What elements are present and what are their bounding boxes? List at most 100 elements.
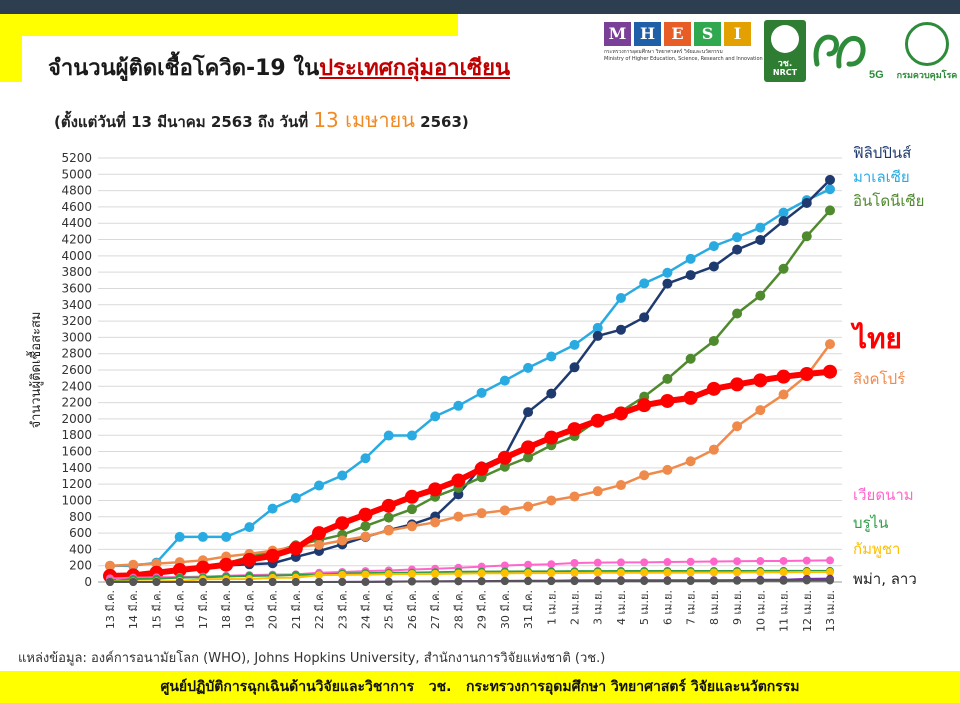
data-point [685, 456, 696, 467]
data-point [406, 504, 417, 515]
data-point [708, 444, 719, 455]
data-point [593, 577, 602, 586]
x-tick-label: 12 เม.ย. [801, 590, 814, 632]
data-point [268, 578, 277, 586]
data-point [128, 559, 139, 570]
data-point [640, 568, 649, 577]
data-point [826, 568, 834, 577]
x-tick-label: 1 เม.ย. [545, 590, 558, 625]
data-point [799, 366, 814, 381]
data-point [663, 568, 672, 577]
data-point [755, 290, 766, 301]
y-tick-label: 200 [69, 559, 92, 573]
data-point [590, 413, 605, 428]
data-point [801, 198, 812, 209]
data-point [823, 364, 837, 379]
data-point [454, 569, 463, 578]
data-point [686, 577, 695, 586]
data-point [616, 577, 625, 586]
data-point [569, 339, 580, 350]
ddc-logo: กรมควบคุมโรค [896, 22, 958, 82]
nrct-emblem-icon [771, 25, 799, 53]
y-tick-label: 5200 [61, 151, 92, 165]
data-point [384, 577, 393, 586]
x-tick-label: 21 มี.ค. [290, 590, 303, 629]
data-point [197, 531, 208, 542]
data-point [826, 556, 834, 565]
x-tick-label: 8 เม.ย. [708, 590, 721, 625]
top-bar [0, 0, 960, 14]
data-point [406, 521, 417, 532]
data-point [407, 577, 416, 586]
x-tick-label: 11 เม.ย. [778, 590, 791, 632]
x-tick-label: 2 เม.ย. [569, 590, 582, 625]
series-group [105, 184, 835, 571]
y-tick-label: 1600 [61, 445, 92, 459]
x-tick-label: 23 มี.ค. [336, 590, 349, 629]
data-point [683, 390, 698, 405]
y-tick-label: 4800 [61, 184, 92, 198]
data-point [245, 578, 254, 586]
x-tick-label: 26 มี.ค. [406, 590, 419, 629]
header-accent-side [0, 36, 22, 82]
chart-legend: ฟิลิปปินส์มาเลเซียอินโดนีเซียไทยสิงคโปร์… [850, 144, 924, 588]
data-point [660, 393, 675, 408]
data-point [825, 205, 835, 216]
x-tick-label: 19 มี.ค. [243, 590, 256, 629]
data-point [686, 568, 695, 577]
data-point [570, 569, 579, 578]
legend-label: สิงคโปร์ [853, 370, 905, 388]
data-point [637, 398, 652, 413]
data-point [663, 558, 672, 567]
data-point [477, 569, 486, 578]
data-point [732, 308, 743, 319]
data-point [221, 531, 232, 542]
mhesi-caption-en: Ministry of Higher Education, Science, R… [604, 56, 763, 62]
data-point [151, 558, 162, 569]
series-line [108, 187, 832, 568]
data-point [499, 375, 510, 386]
data-point [524, 577, 533, 586]
data-point [521, 440, 536, 455]
data-point [569, 491, 580, 502]
series-group [105, 205, 835, 582]
data-point [592, 322, 603, 333]
x-tick-label: 30 มี.ค. [499, 590, 512, 629]
mhesi-letter: S [694, 22, 721, 46]
ddc-label: กรมควบคุมโรค [896, 71, 958, 81]
data-point [106, 578, 114, 586]
chart-subtitle: (ตั้งแต่วันที่ 13 มีนาคม 2563 ถึง วันที่… [54, 104, 469, 136]
x-tick-label: 5 เม.ย. [638, 590, 651, 625]
data-point [314, 480, 325, 491]
data-point [244, 522, 255, 533]
data-point [753, 373, 768, 388]
data-point [451, 473, 466, 488]
data-point [430, 411, 441, 422]
data-point [616, 558, 625, 567]
data-point [662, 267, 673, 278]
data-point [500, 569, 509, 578]
data-point [290, 493, 301, 504]
data-point [546, 388, 557, 399]
y-tick-label: 0 [84, 575, 92, 589]
data-point [779, 568, 788, 577]
y-tick-label: 3800 [61, 265, 92, 279]
x-tick-label: 25 มี.ค. [383, 590, 396, 629]
data-point [569, 362, 580, 373]
data-point [360, 531, 371, 542]
data-point [358, 507, 373, 522]
y-axis-ticks: 0 200 400 600 800 1000 1200 1400 1600 1800 2000 220… [61, 151, 92, 589]
data-point [593, 558, 602, 567]
data-point [242, 552, 257, 567]
data-point [732, 232, 743, 243]
data-source-note: แหล่งข้อมูล: องค์การอนามัยโลก (WHO), Joh… [18, 651, 606, 666]
data-point [288, 541, 303, 556]
header-accent-strip [0, 14, 458, 36]
data-point [706, 381, 721, 396]
data-point [709, 576, 718, 585]
5g-logo: 5G [813, 34, 884, 80]
series-line [108, 209, 832, 578]
x-tick-label: 29 มี.ค. [476, 590, 489, 629]
legend-label: กัมพูชา [853, 540, 900, 558]
data-point [152, 578, 161, 586]
